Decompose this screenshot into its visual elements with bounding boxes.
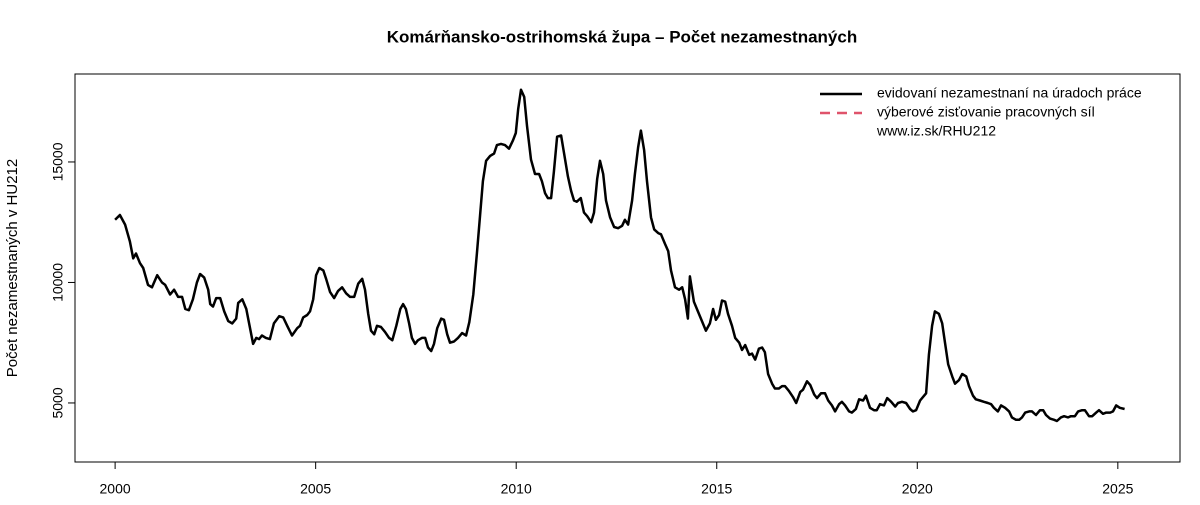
x-tick-label: 2020 xyxy=(902,481,933,497)
y-tick-label: 15000 xyxy=(50,142,66,181)
y-axis-label: Počet nezamestnaných v HU212 xyxy=(4,159,21,377)
chart-title: Komárňansko-ostrihomská župa – Počet nez… xyxy=(387,27,857,46)
x-tick-label: 2010 xyxy=(501,481,532,497)
x-tick-label: 2000 xyxy=(100,481,131,497)
x-tick-label: 2025 xyxy=(1102,481,1133,497)
legend-label: výberové zisťovanie pracovných síl xyxy=(877,104,1095,120)
x-tick-label: 2015 xyxy=(701,481,732,497)
legend-label: www.iz.sk/RHU212 xyxy=(876,123,996,139)
x-tick-label: 2005 xyxy=(300,481,331,497)
legend-label: evidovaní nezamestnaní na úradoch práce xyxy=(877,85,1142,101)
y-tick-label: 5000 xyxy=(50,387,66,418)
y-tick-label: 10000 xyxy=(50,263,66,302)
data-line xyxy=(114,88,1125,423)
plot-frame xyxy=(74,73,1181,463)
